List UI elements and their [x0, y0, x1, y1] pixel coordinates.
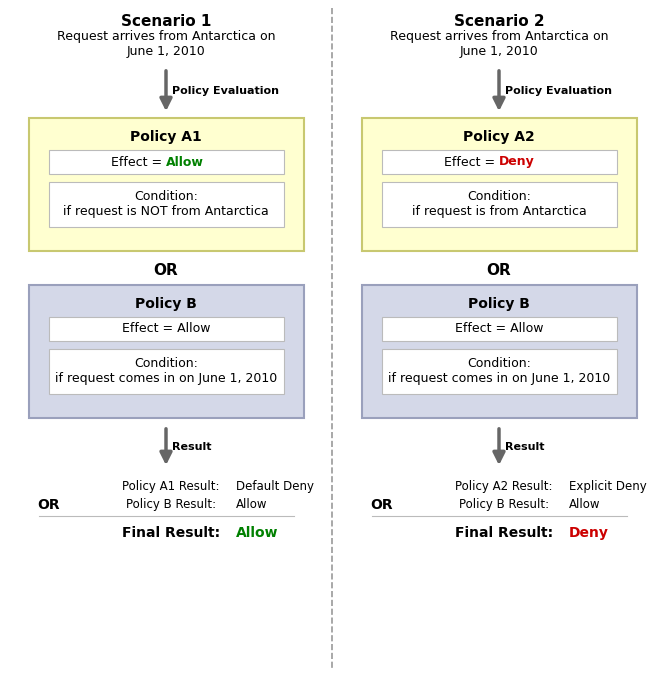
Bar — [382, 317, 617, 341]
Text: Allow: Allow — [236, 498, 267, 511]
Bar — [382, 150, 617, 174]
Bar — [49, 317, 284, 341]
Bar — [49, 182, 284, 227]
Text: Effect = Allow: Effect = Allow — [455, 323, 543, 336]
Text: Allow: Allow — [569, 498, 600, 511]
Text: OR: OR — [154, 263, 178, 278]
Bar — [49, 150, 284, 174]
Text: Final Result:: Final Result: — [122, 526, 220, 540]
Text: OR: OR — [487, 263, 511, 278]
Bar — [29, 118, 304, 251]
Text: Deny: Deny — [569, 526, 609, 540]
Text: Request arrives from Antarctica on
June 1, 2010: Request arrives from Antarctica on June … — [57, 30, 275, 58]
Text: Effect =: Effect = — [444, 155, 499, 169]
Bar — [382, 182, 617, 227]
Text: Default Deny: Default Deny — [236, 480, 314, 493]
Text: Allow: Allow — [236, 526, 279, 540]
Text: Policy A1: Policy A1 — [130, 130, 202, 144]
Text: OR: OR — [370, 498, 392, 512]
Text: Policy Evaluation: Policy Evaluation — [172, 86, 279, 96]
Bar — [29, 285, 304, 418]
Text: Condition:
if request is NOT from Antarctica: Condition: if request is NOT from Antarc… — [63, 190, 269, 218]
Text: Request arrives from Antarctica on
June 1, 2010: Request arrives from Antarctica on June … — [390, 30, 608, 58]
Text: Policy A2 Result:: Policy A2 Result: — [456, 480, 553, 493]
Text: Allow: Allow — [166, 155, 204, 169]
Text: Result: Result — [172, 442, 211, 452]
Text: Policy A1 Result:: Policy A1 Result: — [122, 480, 219, 493]
Text: Policy B: Policy B — [135, 297, 197, 311]
Text: Condition:
if request comes in on June 1, 2010: Condition: if request comes in on June 1… — [55, 357, 277, 385]
Bar — [362, 285, 637, 418]
Text: Deny: Deny — [499, 155, 535, 169]
Text: Scenario 2: Scenario 2 — [454, 14, 545, 29]
Text: Policy A2: Policy A2 — [463, 130, 535, 144]
Text: Explicit Deny: Explicit Deny — [569, 480, 647, 493]
Text: Policy B Result:: Policy B Result: — [126, 498, 216, 511]
Text: Final Result:: Final Result: — [455, 526, 553, 540]
Text: Policy Evaluation: Policy Evaluation — [505, 86, 612, 96]
Text: Result: Result — [505, 442, 545, 452]
Text: OR: OR — [37, 498, 60, 512]
Text: Effect =: Effect = — [111, 155, 166, 169]
Bar — [49, 349, 284, 394]
Text: Effect = Allow: Effect = Allow — [122, 323, 210, 336]
Text: Policy B: Policy B — [468, 297, 530, 311]
Bar — [362, 118, 637, 251]
Text: Condition:
if request comes in on June 1, 2010: Condition: if request comes in on June 1… — [388, 357, 610, 385]
Text: Condition:
if request is from Antarctica: Condition: if request is from Antarctica — [412, 190, 587, 218]
Text: Scenario 1: Scenario 1 — [121, 14, 211, 29]
Text: Policy B Result:: Policy B Result: — [459, 498, 549, 511]
Bar — [382, 349, 617, 394]
